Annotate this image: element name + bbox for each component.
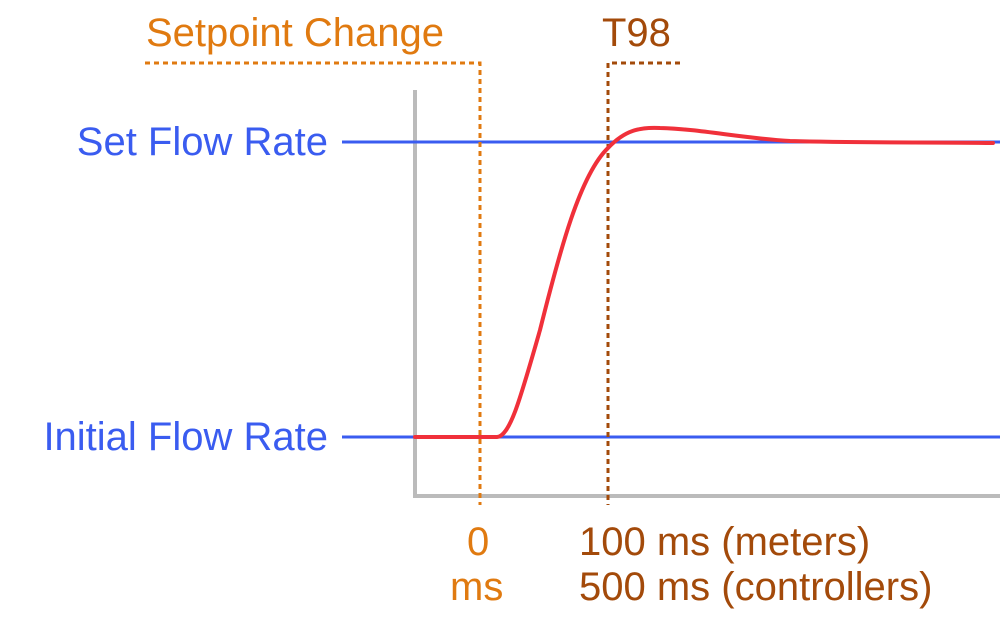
flow-response-curve [413, 125, 995, 439]
initial-flow-rate-label: Initial Flow Rate [43, 415, 328, 459]
zero-ms-label-unit: ms [450, 565, 504, 609]
t98-time-meters: 100 ms (meters) [579, 520, 871, 564]
setpoint-change-marker [145, 61, 482, 505]
t98-marker [606, 61, 680, 505]
t98-time-controllers: 500 ms (controllers) [579, 565, 933, 609]
setpoint-change-label: Setpoint Change [146, 11, 445, 55]
zero-ms-label-number: 0 [467, 520, 490, 564]
set-flow-rate-label: Set Flow Rate [76, 120, 328, 164]
t98-label: T98 [602, 11, 671, 55]
